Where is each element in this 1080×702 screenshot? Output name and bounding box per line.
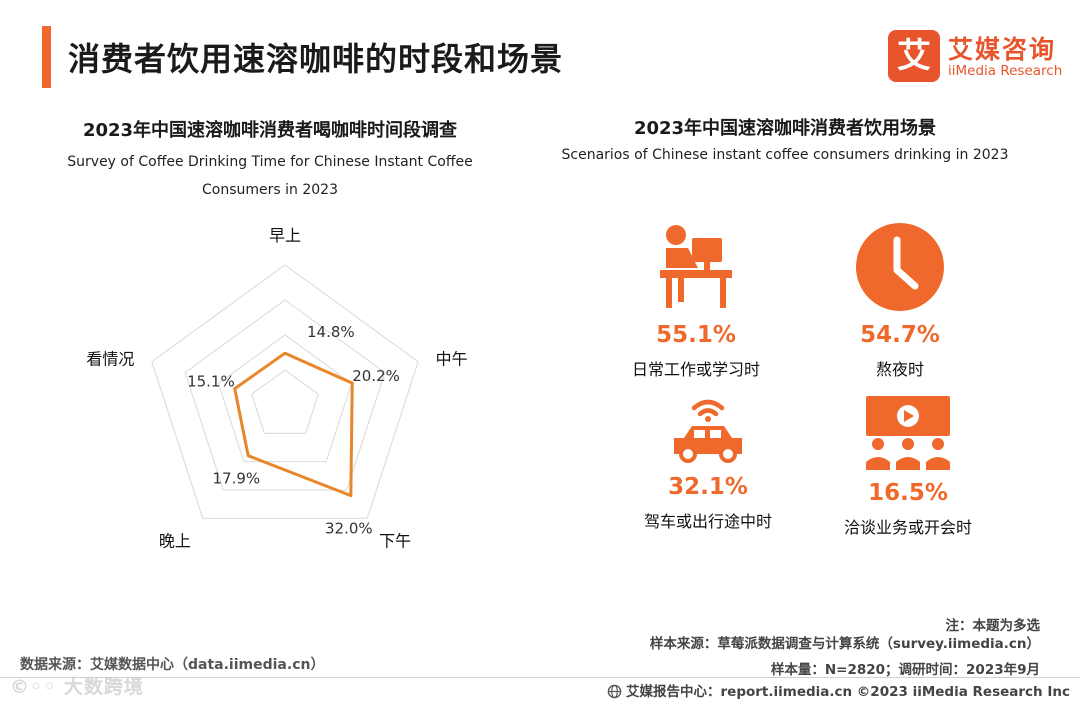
- radar-value-label: 14.8%: [307, 323, 355, 341]
- radar-category-label: 看情况: [86, 350, 134, 369]
- logo-name-en: iiMedia Research: [948, 63, 1063, 79]
- scene-daily-work: 55.1% 日常工作或学习时: [596, 222, 796, 380]
- globe-icon: [607, 684, 622, 699]
- radar-category-label: 晚上: [159, 531, 191, 550]
- radar-value-label: 20.2%: [352, 367, 400, 385]
- scene-pct: 16.5%: [868, 480, 948, 506]
- radar-grid-ring: [151, 264, 419, 519]
- scenario-subtitle: Scenarios of Chinese instant coffee cons…: [561, 147, 1009, 163]
- clock-icon: [856, 223, 944, 311]
- scene-label: 驾车或出行途中时: [643, 512, 772, 531]
- scene-label: 日常工作或学习时: [631, 360, 760, 379]
- desk-worker-icon: [660, 225, 732, 308]
- scene-driving: 32.1% 驾车或出行途中时: [608, 396, 808, 532]
- meeting-icon: [866, 396, 950, 470]
- radar-category-label: 下午: [379, 531, 411, 550]
- scene-pct: 55.1%: [656, 322, 736, 348]
- radar-grid-ring: [217, 334, 353, 463]
- radar-category-label: 中午: [436, 350, 468, 369]
- logo-mark: 艾: [888, 30, 940, 82]
- radar-grid-ring: [251, 369, 319, 434]
- scenario-title: 2023年中国速溶咖啡消费者饮用场景: [633, 118, 937, 139]
- sample-size: 样本量：N=2820；调研时间：2023年9月: [770, 662, 1040, 678]
- radar-chart-title: 2023年中国速溶咖啡消费者喝咖啡时间段调查: [82, 120, 458, 141]
- data-source: 数据来源：艾媒数据中心（data.iimedia.cn）: [20, 657, 325, 673]
- title-accent-bar: [42, 26, 51, 88]
- radar-value-label: 15.1%: [187, 373, 235, 391]
- scene-pct: 32.1%: [668, 474, 748, 500]
- scene-pct: 54.7%: [860, 322, 940, 348]
- car-wifi-icon: [674, 399, 742, 463]
- scene-late-night: 54.7% 熬夜时: [800, 222, 1000, 380]
- scene-label: 洽谈业务或开会时: [843, 518, 972, 537]
- radar-value-label: 32.0%: [325, 520, 373, 538]
- page-title: 消费者饮用速溶咖啡的时段和场景: [68, 40, 564, 78]
- scene-label: 熬夜时: [875, 360, 924, 379]
- radar-category-label: 早上: [269, 226, 301, 245]
- watermark: ©◦◦ 大数跨境: [10, 676, 144, 698]
- footer-divider: [0, 677, 1080, 678]
- radar-chart-subtitle: Survey of Coffee Drinking Time for Chine…: [67, 154, 473, 198]
- iimedia-logo: 艾 艾媒咨询 iiMedia Research: [888, 30, 1068, 82]
- footer-report: 艾媒报告中心：report.iimedia.cn ©2023 iiMedia R…: [607, 680, 1070, 700]
- logo-name-cn: 艾媒咨询: [948, 35, 1057, 64]
- radar-series-line: [233, 351, 354, 498]
- scene-meeting: 16.5% 洽谈业务或开会时: [808, 394, 1008, 538]
- radar-grid-ring: [184, 299, 386, 491]
- radar-value-label: 17.9%: [213, 470, 261, 488]
- multi-choice-note: 注：本题为多选: [945, 618, 1041, 634]
- sample-source: 样本来源：草莓派数据调查与计算系统（survey.iimedia.cn）: [649, 636, 1040, 652]
- footer-report-text: 艾媒报告中心：report.iimedia.cn ©2023 iiMedia R…: [626, 684, 1070, 700]
